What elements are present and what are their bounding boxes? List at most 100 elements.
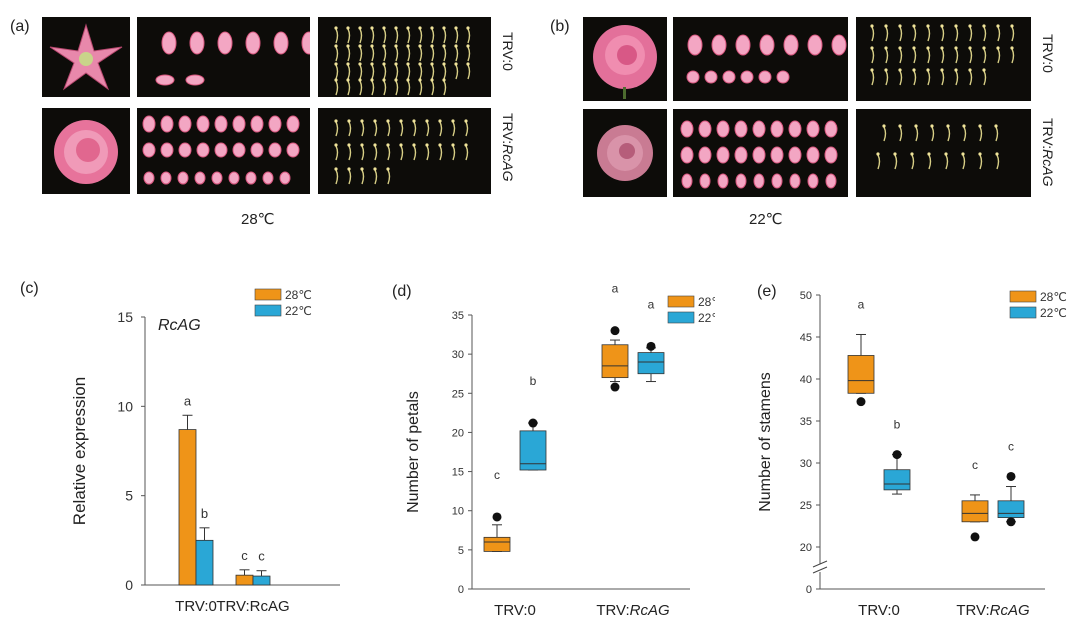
petal-mark xyxy=(245,31,261,55)
anther-mark xyxy=(876,152,880,156)
stamen-mark xyxy=(885,70,889,86)
petal-mark xyxy=(232,115,246,133)
anther-mark xyxy=(334,44,338,48)
anther-mark xyxy=(358,62,362,66)
y-tick-label: 45 xyxy=(800,332,812,344)
panel-label-e: (e) xyxy=(757,283,777,300)
petal-mark xyxy=(716,146,730,164)
temperature-label-b: 22℃ xyxy=(749,211,783,228)
stamen-mark xyxy=(383,64,387,80)
stamen-mark xyxy=(400,121,404,137)
anther-mark xyxy=(898,68,902,72)
flower-photo-trv0-28 xyxy=(42,17,130,97)
outlier-point xyxy=(610,326,620,336)
petals-photo-trv0-28 xyxy=(137,17,317,97)
flower-photo-trv0-22 xyxy=(583,17,667,101)
anther-mark xyxy=(346,78,350,82)
panel-label-d: (d) xyxy=(392,283,412,300)
anther-mark xyxy=(334,167,338,171)
anther-mark xyxy=(954,68,958,72)
petal-mark xyxy=(196,115,210,133)
petal-mark xyxy=(681,173,693,189)
petal-mark xyxy=(177,171,189,185)
stamen-mark xyxy=(941,26,945,42)
anther-mark xyxy=(442,44,446,48)
anther-mark xyxy=(334,78,338,82)
stamen-mark xyxy=(383,80,387,96)
stamen-mark xyxy=(871,26,875,42)
anther-mark xyxy=(451,143,455,147)
stamens-photo-trvrcag-28 xyxy=(318,108,491,194)
anther-mark xyxy=(954,46,958,50)
anther-mark xyxy=(464,119,468,123)
petal-mark xyxy=(250,142,264,158)
anther-mark xyxy=(946,124,950,128)
stamen-mark xyxy=(347,28,351,44)
stamen-mark xyxy=(899,48,903,64)
y-axis-label: Number of petals xyxy=(405,391,422,513)
box-trv-0-28 xyxy=(483,536,511,552)
anther-mark xyxy=(914,124,918,128)
stamen-mark xyxy=(931,126,935,142)
stamen-mark xyxy=(431,28,435,44)
petal-mark xyxy=(301,31,317,55)
anther-mark xyxy=(968,46,972,50)
y-tick-label: 40 xyxy=(800,374,812,386)
legend-label-28: 28℃ xyxy=(698,295,715,309)
stamen-mark xyxy=(927,70,931,86)
stamen-mark xyxy=(913,70,917,86)
y-tick-label: 5 xyxy=(125,488,133,504)
stamen-mark xyxy=(947,126,951,142)
axis-break-mark xyxy=(812,560,828,568)
petal-mark xyxy=(268,142,282,158)
anther-mark xyxy=(994,124,998,128)
y-tick-label: 30 xyxy=(800,458,812,470)
anther-mark xyxy=(968,24,972,28)
x-tick-label: TRV:RcAG xyxy=(596,602,670,619)
stamens-photo-trv0-28 xyxy=(318,17,491,97)
anther-mark xyxy=(982,68,986,72)
petal-mark xyxy=(680,146,694,164)
temperature-label-a: 28℃ xyxy=(241,211,275,228)
bar-trv-0-28 xyxy=(178,429,197,586)
petal-mark xyxy=(806,120,820,138)
stamen-mark xyxy=(443,64,447,80)
anther-mark xyxy=(944,152,948,156)
stamen-mark xyxy=(467,28,471,44)
petals-photo-trv0-22 xyxy=(673,17,848,101)
anther-mark xyxy=(382,62,386,66)
anther-mark xyxy=(898,124,902,128)
stamen-mark xyxy=(419,64,423,80)
anther-mark xyxy=(360,143,364,147)
bar-trv-rcag-22 xyxy=(252,575,271,586)
anther-mark xyxy=(399,119,403,123)
anther-mark xyxy=(978,124,982,128)
petal-mark xyxy=(228,171,240,185)
anther-mark xyxy=(982,24,986,28)
petal-mark xyxy=(185,74,205,86)
petal-mark xyxy=(771,173,783,189)
panel-label-a: (a) xyxy=(10,18,30,35)
stamen-mark xyxy=(443,28,447,44)
stamen-mark xyxy=(374,169,378,185)
petal-mark xyxy=(783,34,799,56)
stamen-mark xyxy=(383,28,387,44)
anther-mark xyxy=(870,46,874,50)
stamen-mark xyxy=(465,121,469,137)
petal-mark xyxy=(788,146,802,164)
box-trv-rcag-22 xyxy=(997,500,1025,519)
petal-mark xyxy=(214,115,228,133)
stamens-photo-trv0-22 xyxy=(856,17,1031,101)
stamen-mark xyxy=(871,48,875,64)
stamen-mark xyxy=(347,80,351,96)
stamen-mark xyxy=(361,121,365,137)
y-tick-label: 0 xyxy=(125,577,133,593)
petal-mark xyxy=(178,142,192,158)
stamen-mark xyxy=(371,46,375,62)
anther-mark xyxy=(912,68,916,72)
petal-mark xyxy=(825,173,837,189)
anther-mark xyxy=(466,26,470,30)
anther-mark xyxy=(454,26,458,30)
legend-swatch-28 xyxy=(1009,290,1037,303)
stamen-mark xyxy=(383,46,387,62)
